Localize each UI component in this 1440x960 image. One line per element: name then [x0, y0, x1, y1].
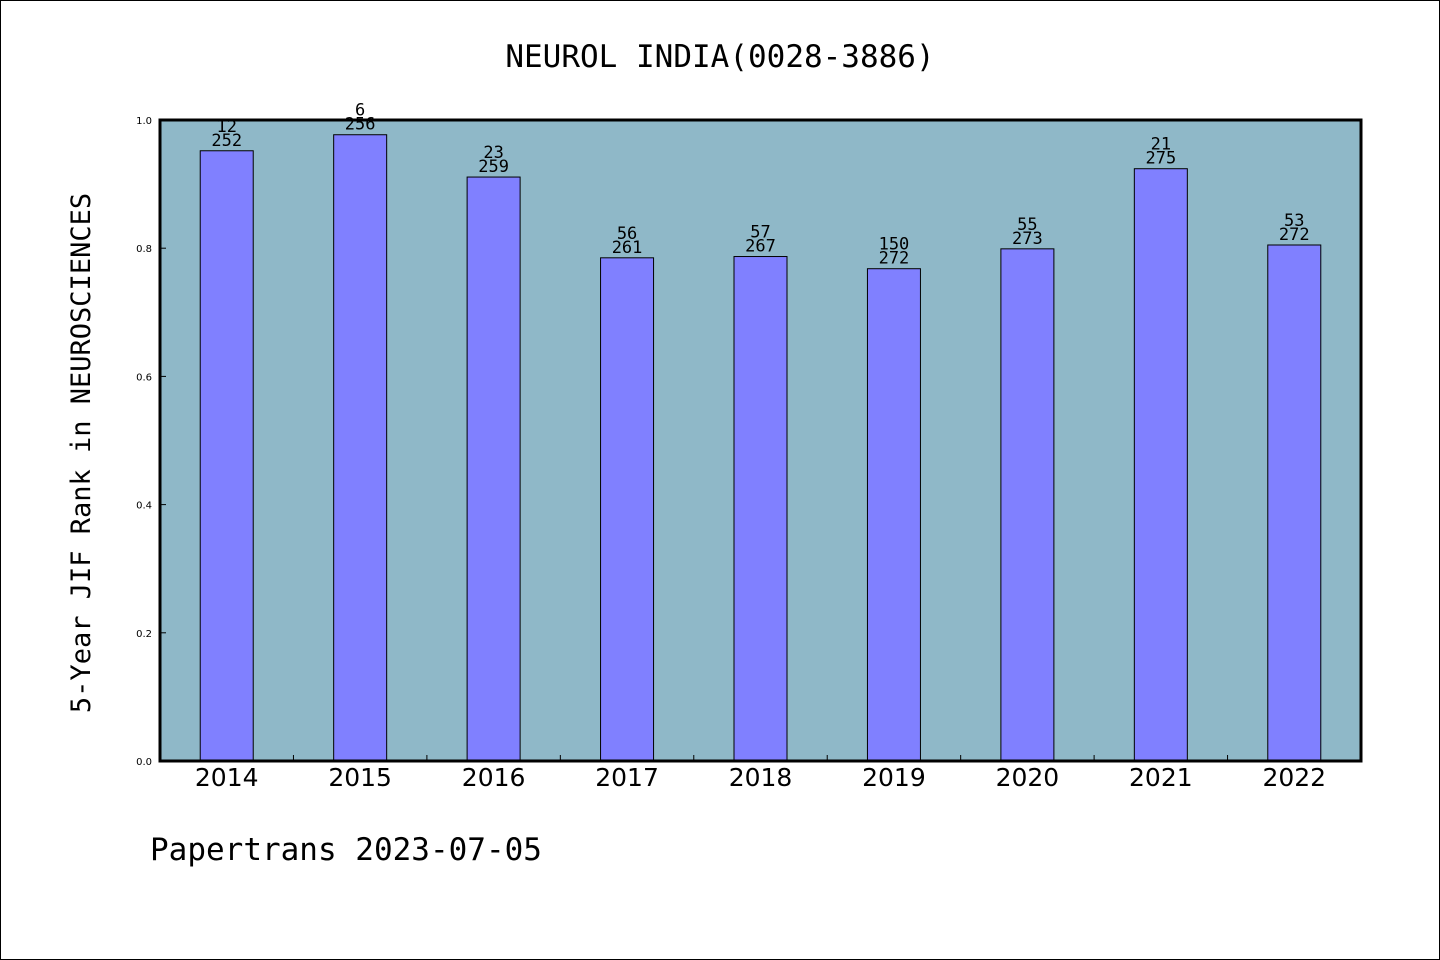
- y-tick-label: 0.2: [136, 629, 152, 640]
- bar-total-label: 259: [478, 157, 509, 177]
- x-tick-label: 2017: [595, 763, 659, 792]
- bar-rank-label: 55: [1017, 215, 1037, 235]
- x-tick-label: 2015: [328, 763, 392, 792]
- bar-rank-label: 21: [1151, 135, 1171, 155]
- x-tick-label: 2014: [195, 763, 259, 792]
- footer-credit: Papertrans 2023-07-05: [150, 832, 542, 868]
- x-tick-label: 2020: [996, 763, 1060, 792]
- bar-total-label: 261: [612, 238, 643, 258]
- bar-2020: [1000, 248, 1055, 762]
- bar-2019: [866, 268, 921, 762]
- y-tick-label: 0.4: [136, 501, 152, 512]
- bar-rank-label: 6: [355, 101, 365, 121]
- bar-2014: [199, 150, 254, 762]
- bar-rank-label: 23: [483, 143, 503, 163]
- bar-rank-label: 150: [879, 235, 910, 255]
- y-tick-label: 1.0: [136, 116, 152, 127]
- y-tick-label: 0.8: [136, 244, 152, 255]
- bar-2021: [1133, 168, 1188, 762]
- bar-2022: [1267, 244, 1322, 762]
- bar-rank-label: 56: [617, 224, 637, 244]
- y-tick-label: 0.6: [136, 372, 152, 383]
- x-tick-label: 2019: [862, 763, 926, 792]
- x-axis-tick-labels: 2014 2015 2016 2017 2018 2019 2020 2021 2022: [195, 763, 1326, 792]
- y-axis-label: 5-Year JIF Rank in NEUROSCIENCES: [66, 193, 97, 713]
- bar-rank-label: 57: [750, 223, 770, 243]
- x-tick-label: 2021: [1129, 763, 1193, 792]
- bar-2015: [333, 134, 388, 762]
- bar-total-label: 273: [1012, 229, 1043, 249]
- bar-2017: [600, 257, 655, 762]
- bar-total-label: 272: [1279, 225, 1310, 245]
- chart-title: NEUROL INDIA(0028-3886): [505, 39, 934, 75]
- x-tick-label: 2016: [462, 763, 526, 792]
- bar-total-label: 267: [745, 237, 776, 257]
- x-tick-label: 2022: [1262, 763, 1326, 792]
- bar-total-label: 272: [879, 249, 910, 269]
- bar-total-label: 252: [211, 131, 242, 151]
- bar-rank-label: 12: [216, 117, 236, 137]
- plot-border: [158, 118, 1363, 763]
- bars-group: [199, 134, 1322, 762]
- bar-2018: [733, 256, 788, 762]
- bar-total-label: 256: [345, 115, 376, 135]
- bar-2016: [466, 176, 521, 762]
- y-tick-label: 0.0: [136, 757, 152, 768]
- x-tick-label: 2018: [729, 763, 793, 792]
- bar-total-label: 275: [1145, 149, 1176, 169]
- bar-rank-label: 53: [1284, 211, 1304, 231]
